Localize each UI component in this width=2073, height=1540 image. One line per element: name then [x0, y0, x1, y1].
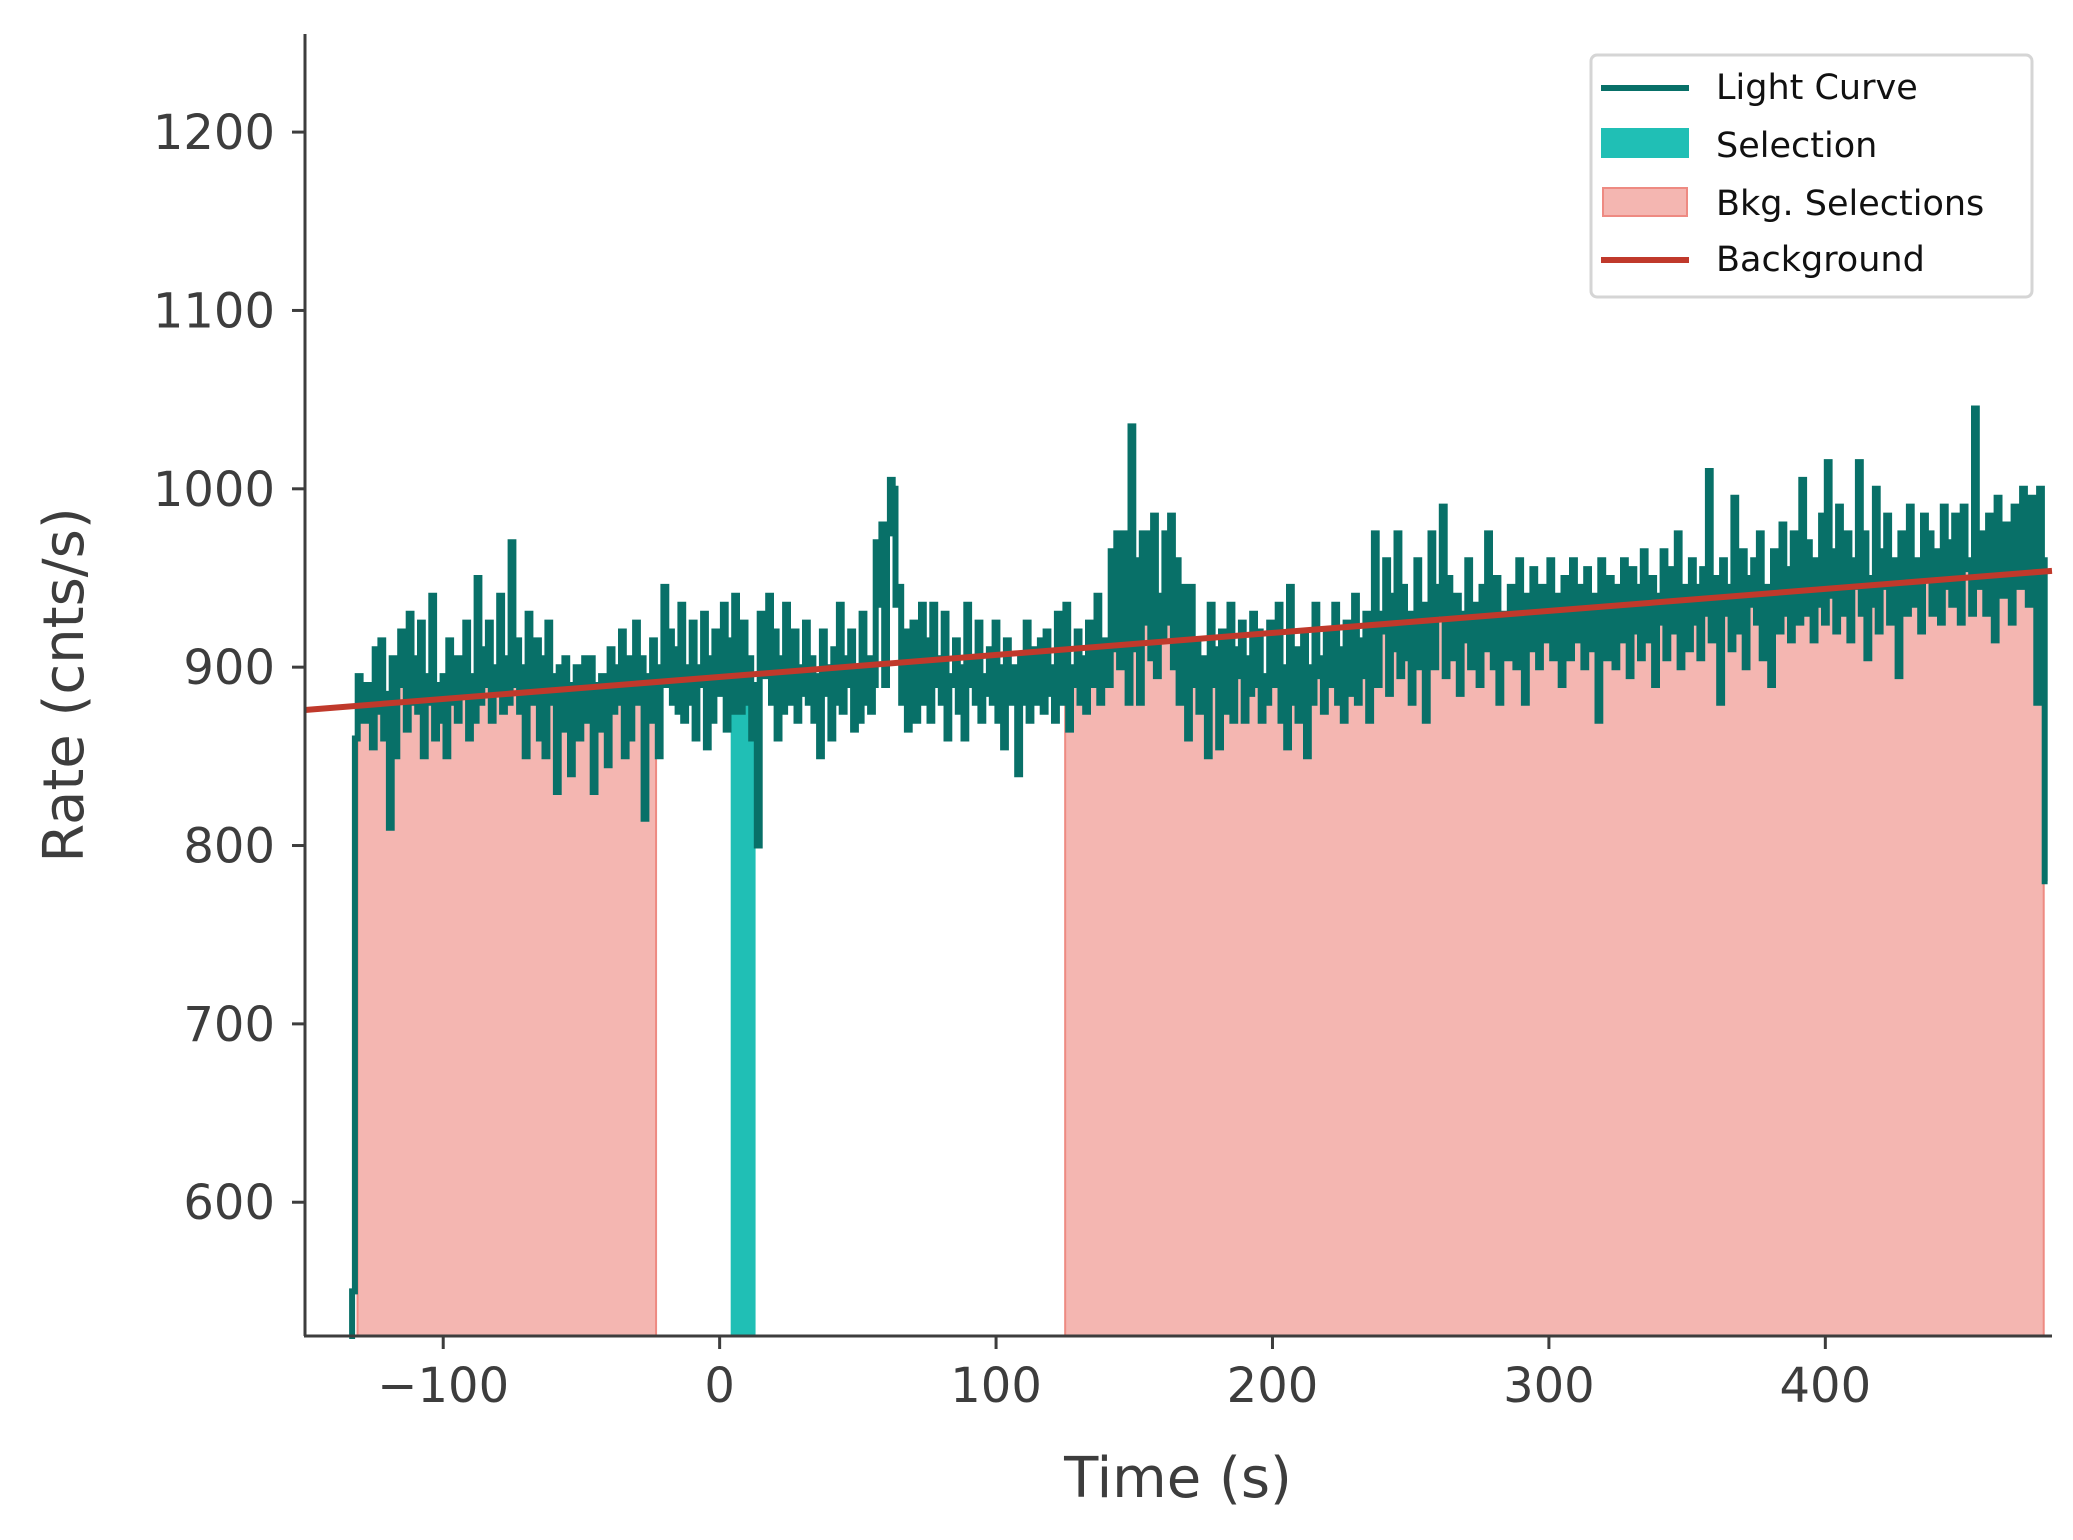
- x-tick-label: −100: [377, 1358, 509, 1414]
- legend: Light Curve Selection Bkg. Selections Ba…: [1589, 53, 2034, 299]
- legend-selection-label: Selection: [1716, 126, 1877, 166]
- y-ticks: 600 700 800 900 1000 1100 1200: [153, 105, 305, 1231]
- selection-region: [730, 595, 756, 1336]
- legend-light-curve-label: Light Curve: [1716, 68, 1918, 108]
- legend-selection-swatch: [1601, 128, 1689, 158]
- legend-frame: [1589, 53, 2034, 299]
- y-tick-label: 900: [183, 640, 275, 696]
- x-tick-label: 100: [950, 1358, 1042, 1414]
- legend-background-label: Background: [1716, 240, 1925, 280]
- y-tick-label: 1200: [153, 105, 275, 161]
- y-tick-label: 1100: [153, 283, 275, 339]
- x-tick-label: 200: [1227, 1358, 1319, 1414]
- axes: −100 0 100 200 300 400 600 700 800 900 1000 1100 12…: [153, 34, 2052, 1414]
- y-tick-label: 600: [183, 1175, 275, 1231]
- light-curve-layer: [349, 405, 2048, 1339]
- y-tick-label: 800: [183, 819, 275, 875]
- x-tick-label: 300: [1503, 1358, 1595, 1414]
- y-tick-label: 1000: [153, 462, 275, 518]
- legend-bkg-selections-swatch: [1602, 187, 1688, 217]
- x-tick-label: 0: [704, 1358, 735, 1414]
- legend-bkg-selections-label: Bkg. Selections: [1716, 184, 1984, 224]
- y-tick-label: 700: [183, 997, 275, 1053]
- background-fit-line: [304, 567, 2053, 713]
- light-curve-line: [349, 405, 2048, 1339]
- background-fit-layer: [304, 567, 2053, 713]
- bkg-selection-region-2: [1065, 408, 2044, 1336]
- y-axis-label: Rate (cnts/s): [32, 507, 97, 862]
- x-tick-label: 400: [1780, 1358, 1872, 1414]
- selection-layer: [730, 595, 756, 1336]
- x-ticks: −100 0 100 200 300 400: [377, 1336, 1871, 1414]
- x-axis-label: Time (s): [1063, 1446, 1292, 1511]
